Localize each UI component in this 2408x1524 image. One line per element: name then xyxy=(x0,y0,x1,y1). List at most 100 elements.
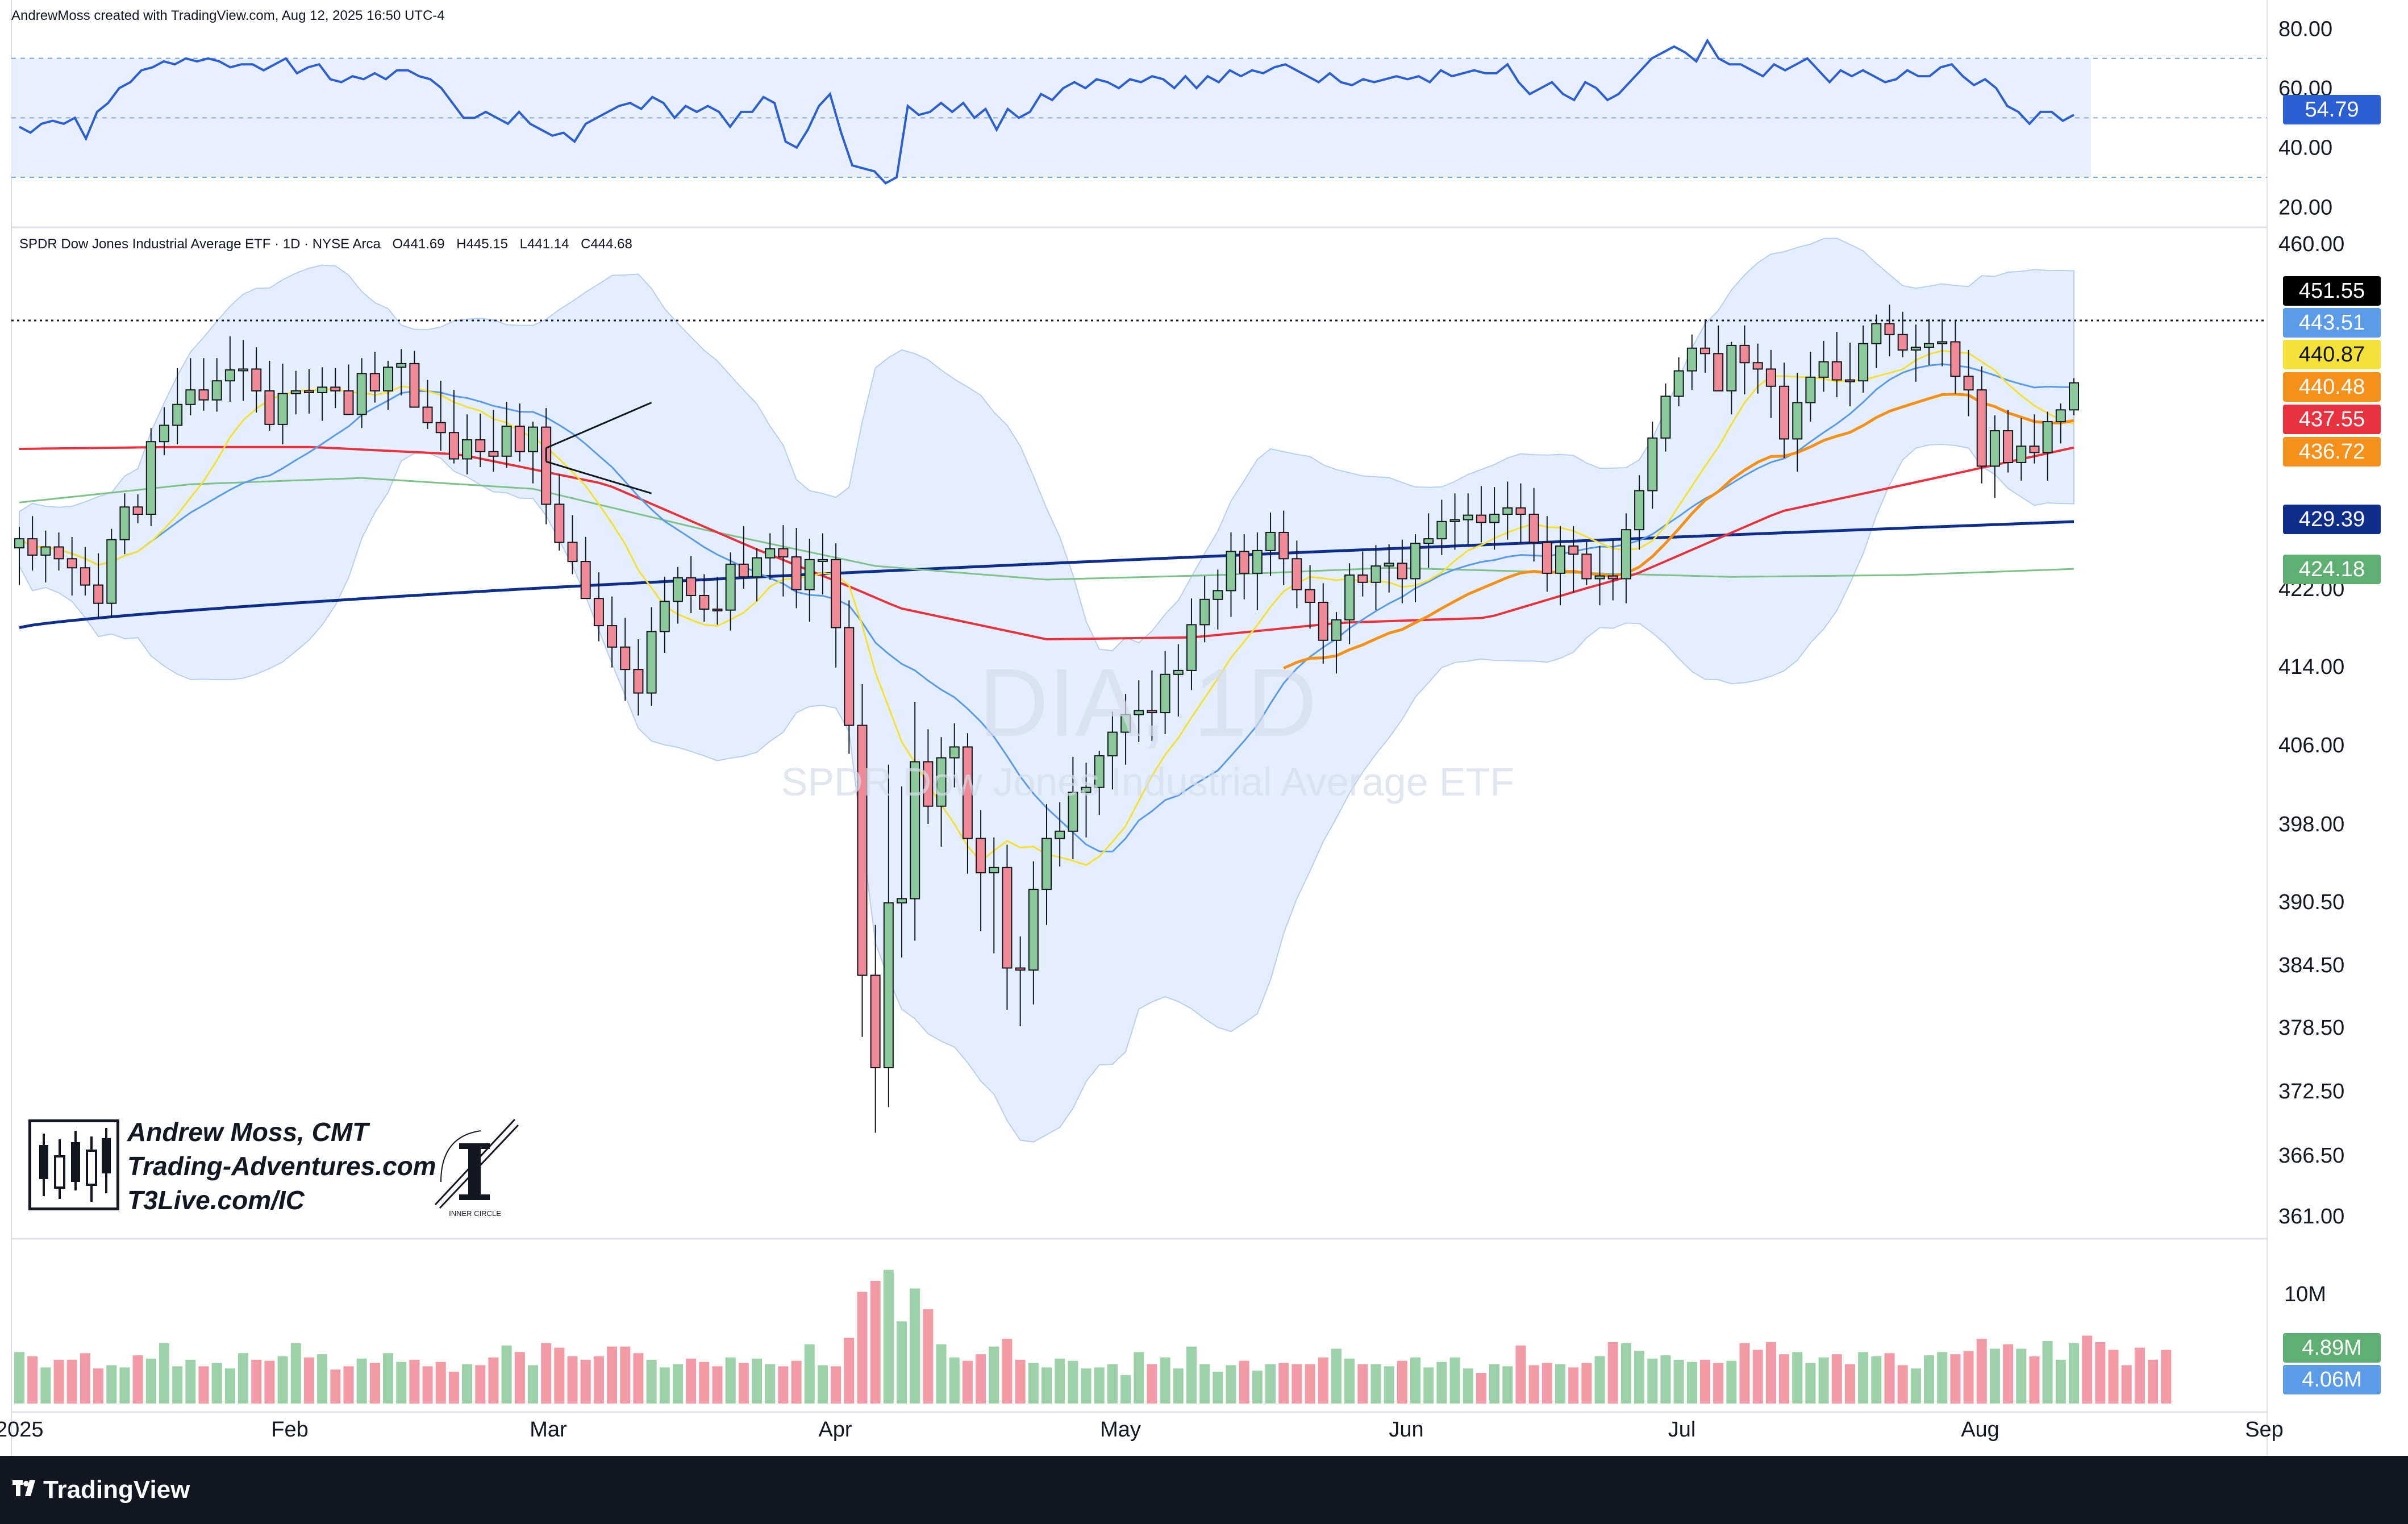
candle-body xyxy=(106,539,117,604)
time-axis-label: 2025 xyxy=(0,1418,44,1442)
candle-body xyxy=(528,426,538,452)
candle-body xyxy=(1726,344,1737,392)
candle-body xyxy=(1818,361,1829,378)
candle-body xyxy=(475,439,486,452)
volume-bar xyxy=(1357,1364,1368,1404)
candle-body xyxy=(317,386,328,393)
volume-bar xyxy=(1068,1360,1078,1404)
volume-bar xyxy=(264,1360,275,1404)
volume-bar xyxy=(40,1367,51,1404)
candle-body xyxy=(923,761,934,807)
candle-body xyxy=(1555,545,1565,574)
volume-bar xyxy=(738,1363,749,1404)
candle-body xyxy=(145,441,156,515)
candle-body xyxy=(1924,343,1935,348)
volume-bar xyxy=(1489,1364,1500,1404)
volume-bar xyxy=(2121,1365,2132,1404)
volume-bar xyxy=(435,1361,446,1404)
volume-bar xyxy=(1660,1355,1671,1404)
volume-bar xyxy=(238,1353,249,1404)
brand-site: Trading-Adventures.com xyxy=(127,1151,436,1181)
candle-body xyxy=(1252,549,1263,574)
volume-bar xyxy=(448,1372,459,1404)
volume-bar xyxy=(1726,1360,1737,1404)
volume-bar xyxy=(1634,1351,1645,1404)
candle-body xyxy=(1594,575,1605,580)
candle-body xyxy=(1542,542,1552,574)
candle-body xyxy=(2003,430,2014,463)
candle-body xyxy=(1805,376,1816,403)
price-axis-tick: 460.00 xyxy=(2278,232,2344,256)
price-axis-tick: 378.50 xyxy=(2278,1016,2344,1040)
candle-body xyxy=(119,506,130,540)
candle-body xyxy=(277,393,288,425)
candle-body xyxy=(383,367,394,392)
volume-bar xyxy=(277,1356,288,1404)
candle-body xyxy=(910,761,920,900)
volume-bar xyxy=(976,1354,986,1404)
volume-bar xyxy=(1252,1371,1263,1404)
volume-value-badge: 4.89M xyxy=(2283,1333,2381,1363)
candle-body xyxy=(343,390,354,415)
seal-text: INNER CIRCLE xyxy=(449,1209,501,1218)
volume-bar xyxy=(1739,1343,1750,1404)
candle-body xyxy=(1476,514,1486,523)
inner-circle-seal: INNER CIRCLE xyxy=(430,1114,520,1222)
candle-body xyxy=(1028,889,1039,971)
candle-body xyxy=(1660,395,1671,439)
candle-body xyxy=(1436,521,1447,540)
candle-body xyxy=(725,563,736,611)
candle-body xyxy=(686,577,697,596)
candle-body xyxy=(185,389,196,405)
candle-body xyxy=(844,627,855,726)
candle-body xyxy=(1963,376,1974,391)
volume-bar xyxy=(1581,1363,1592,1404)
chart-credit: AndrewMoss created with TradingView.com,… xyxy=(11,8,445,23)
candle-body xyxy=(633,669,644,694)
volume-bar xyxy=(936,1344,947,1404)
candle-body xyxy=(1620,529,1631,580)
volume-bar xyxy=(1134,1352,1144,1404)
volume-bar xyxy=(831,1366,841,1404)
volume-bar xyxy=(1028,1363,1039,1404)
volume-bar xyxy=(1765,1342,1776,1404)
volume-bar xyxy=(2082,1335,2093,1404)
volume-bar xyxy=(857,1292,868,1404)
volume-bar xyxy=(159,1343,169,1404)
candle-body xyxy=(1094,755,1105,788)
candle-body xyxy=(752,557,763,578)
volume-bar xyxy=(1305,1364,1315,1404)
candle-body xyxy=(422,406,433,423)
volume-bar xyxy=(765,1364,776,1404)
candle-body xyxy=(2029,445,2040,453)
tradingview-logo-text[interactable]: TradingView xyxy=(43,1476,190,1504)
volume-bar xyxy=(725,1358,736,1404)
volume-bar xyxy=(303,1358,314,1404)
price-axis-tick: 366.50 xyxy=(2278,1144,2344,1168)
candle-body xyxy=(1515,507,1526,515)
candle-body xyxy=(791,556,802,590)
volume-bar xyxy=(528,1365,538,1404)
volume-bar xyxy=(870,1281,881,1404)
volume-axis-tick: 10M xyxy=(2284,1283,2326,1306)
candle-body xyxy=(1226,551,1236,592)
candle-body xyxy=(1686,347,1697,372)
volume-bar xyxy=(145,1358,156,1404)
volume-bar xyxy=(923,1309,934,1404)
candle-body xyxy=(66,558,77,569)
volume-bar xyxy=(1213,1372,1223,1404)
candle-body xyxy=(1002,867,1013,969)
price-level-badge: 424.18 xyxy=(2283,555,2381,584)
volume-bar xyxy=(1686,1361,1697,1404)
candle-body xyxy=(1410,543,1421,580)
watermark-name: SPDR Dow Jones Industrial Average ETF xyxy=(781,760,1514,804)
candle-body xyxy=(1318,601,1328,641)
price-axis-tick: 390.50 xyxy=(2278,890,2344,914)
candle-body xyxy=(198,389,209,401)
candle-body xyxy=(462,439,473,460)
candle-body xyxy=(646,631,657,694)
candle-body xyxy=(1792,402,1803,440)
volume-bar xyxy=(1384,1366,1394,1404)
candle-body xyxy=(2042,421,2053,453)
candle-body xyxy=(1489,514,1500,523)
